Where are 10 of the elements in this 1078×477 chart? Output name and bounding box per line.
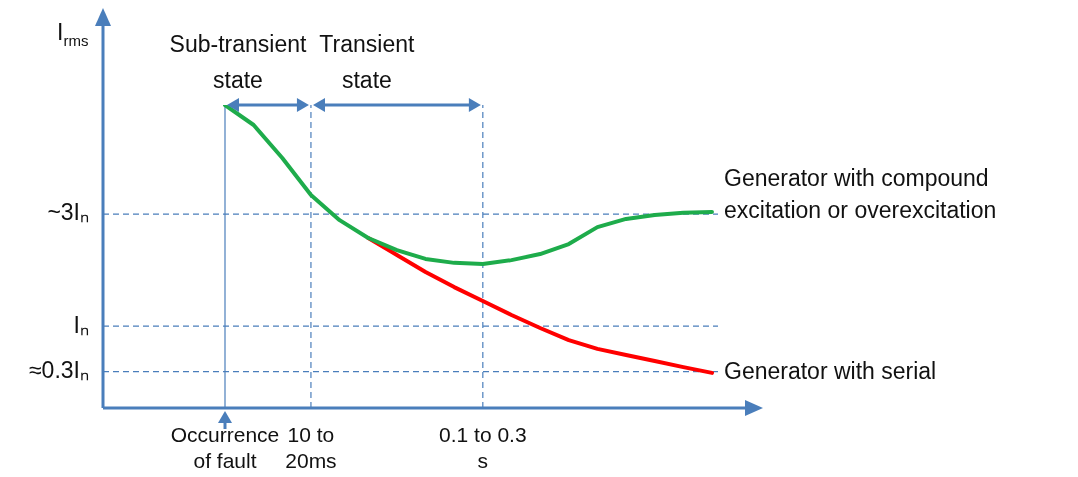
x-tick-label: 0.1 to 0.3 s xyxy=(439,423,527,473)
x-tick-label: 10 to 20ms xyxy=(285,423,337,473)
text: Transient state xyxy=(319,31,415,93)
ref-line-label: Iₙ xyxy=(73,311,89,338)
series-label: Generator with serial xyxy=(724,358,937,385)
text: Sub-transient state xyxy=(169,31,307,93)
ref-line-label: ~3Iₙ xyxy=(47,199,89,226)
x-tick-label: Occurrence of fault xyxy=(170,423,280,473)
ref-line-label: ≈0.3Iₙ xyxy=(29,356,89,383)
series-label: Generator with compound excitation or overexcitation xyxy=(724,165,997,224)
